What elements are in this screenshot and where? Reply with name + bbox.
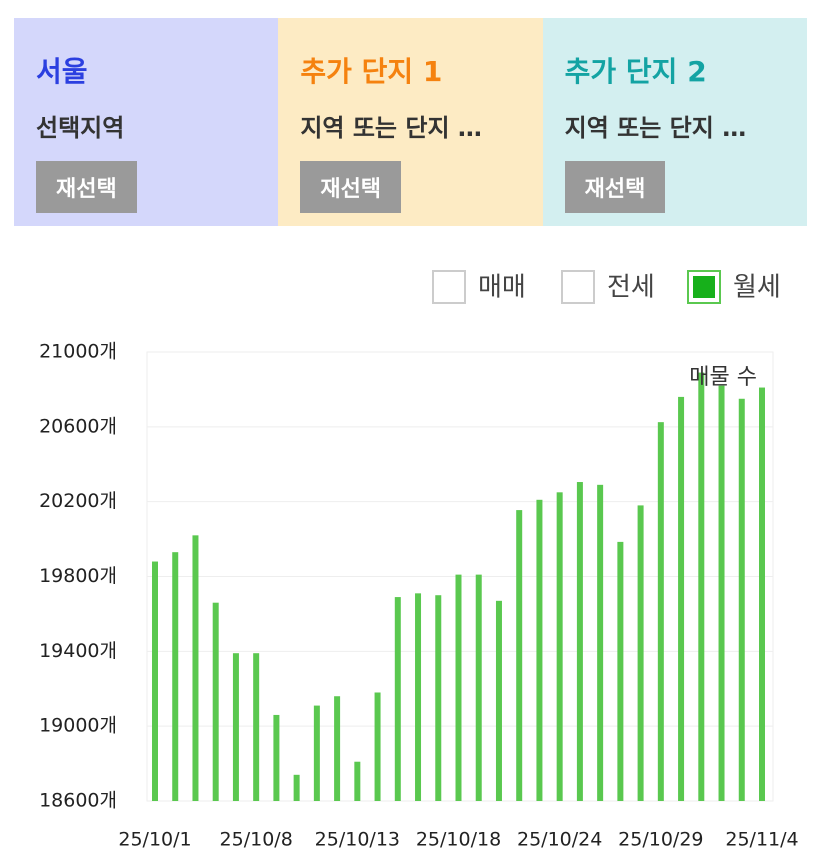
bar	[374, 692, 381, 801]
chart-annotation: 매물 수	[689, 365, 757, 390]
bar	[152, 561, 158, 801]
bar	[657, 422, 664, 801]
reselect-button[interactable]: 재선택	[36, 161, 137, 213]
bar	[516, 510, 523, 801]
legend-label: 월세	[733, 273, 781, 303]
legend-checkbox[interactable]	[432, 270, 466, 304]
bar	[495, 600, 502, 801]
bar	[253, 653, 260, 801]
y-tick-label: 19000개	[39, 715, 117, 737]
bar	[293, 774, 300, 801]
chart: 매매 전세 월세 18600개 19000개 19400개 19800개 20200개 2060…	[39, 270, 799, 851]
panel-subtitle: 지역 또는 단지 …	[564, 114, 747, 142]
bar	[759, 387, 765, 801]
region-panel: 추가 단지 1 지역 또는 단지 … 재선택	[278, 18, 543, 226]
button-row: 재선택	[36, 143, 256, 213]
panel-title: 서울	[36, 55, 88, 88]
reselect-button[interactable]: 재선택	[300, 161, 402, 213]
bar	[313, 705, 320, 801]
bar	[698, 372, 705, 801]
legend-label: 매매	[478, 273, 526, 303]
bar	[637, 505, 644, 801]
x-tick-label: 25/11/4	[725, 829, 798, 851]
x-tick-label: 25/10/24	[517, 829, 602, 851]
bar	[455, 574, 462, 801]
bar	[334, 696, 341, 801]
bar	[536, 499, 543, 801]
y-tick-label: 20600개	[39, 415, 117, 437]
y-tick-label: 19800개	[39, 565, 117, 587]
bar	[435, 595, 442, 801]
bar	[192, 535, 199, 801]
bar	[718, 385, 725, 801]
legend-check-fill	[693, 276, 715, 298]
x-tick-label: 25/10/1	[118, 829, 191, 851]
bar	[576, 482, 583, 801]
x-tick-label: 25/10/18	[416, 829, 501, 851]
reselect-button[interactable]: 재선택	[564, 161, 666, 213]
bar	[556, 492, 563, 801]
x-tick-label: 25/10/13	[315, 829, 400, 851]
bar	[232, 653, 239, 801]
legend-label: 전세	[607, 273, 655, 303]
y-tick-label: 19400개	[39, 640, 117, 662]
bar	[738, 398, 745, 801]
bar	[212, 602, 219, 801]
y-tick-label: 21000개	[39, 341, 117, 363]
region-panel: 추가 단지 2 지역 또는 단지 … 재선택	[542, 18, 807, 226]
bar	[273, 714, 280, 801]
bar	[617, 541, 624, 801]
x-tick-label: 25/10/8	[220, 829, 293, 851]
button-row: 재선택	[300, 143, 520, 213]
x-tick-label: 25/10/29	[618, 829, 703, 851]
bar	[475, 574, 482, 801]
y-tick-label: 18600개	[39, 790, 117, 812]
panel-title: 추가 단지 1	[300, 55, 443, 88]
button-row: 재선택	[564, 143, 785, 213]
bar	[394, 597, 401, 801]
y-tick-label: 20200개	[39, 490, 117, 512]
panel-subtitle: 지역 또는 단지 …	[300, 114, 482, 142]
panel-title: 추가 단지 2	[564, 55, 707, 88]
panel-subtitle: 선택지역	[36, 114, 125, 142]
bar	[354, 761, 361, 801]
bar	[678, 396, 685, 801]
bar	[415, 593, 422, 801]
bar	[597, 484, 604, 801]
legend-checkbox[interactable]	[561, 270, 595, 304]
bar	[172, 552, 179, 801]
